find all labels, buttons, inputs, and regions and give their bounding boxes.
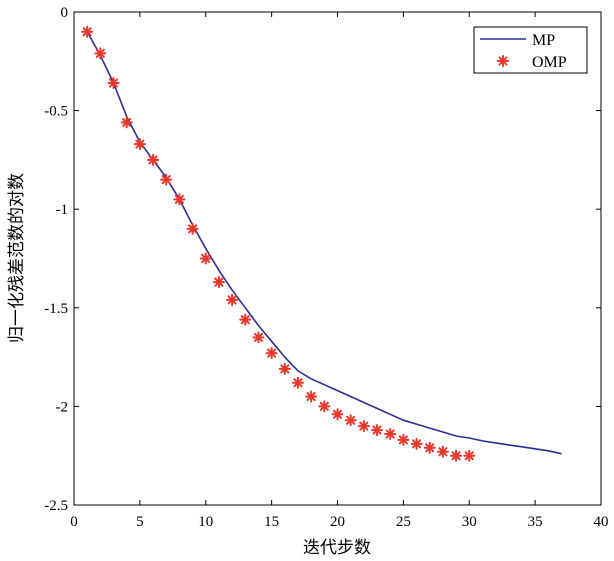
x-tick-label: 20: [330, 514, 345, 530]
x-tick-label: 15: [264, 514, 279, 530]
series-layer: [81, 25, 562, 462]
series-omp-point: [160, 173, 173, 186]
y-tick-label: -0.5: [44, 104, 68, 120]
x-axis-label: 迭代步数: [303, 538, 371, 558]
series-omp-point: [81, 25, 94, 38]
series-omp-point: [423, 441, 436, 454]
series-omp-point: [133, 138, 146, 151]
series-omp-point: [173, 193, 186, 206]
y-axis: 0 -0.5 -1 -1.5 -2 -2.5: [44, 5, 601, 514]
series-omp-point: [384, 428, 397, 441]
legend-omp-star: [497, 55, 509, 67]
series-omp-point: [239, 313, 252, 326]
series-omp-point: [186, 222, 199, 235]
series-omp-point: [265, 347, 278, 360]
legend-mp-label: MP: [532, 32, 555, 49]
plot-area: [73, 11, 602, 506]
x-axis: 0 5 10 15 20 25 30 35 40: [70, 12, 609, 530]
series-omp-point: [199, 252, 212, 265]
y-tick-label: -1: [56, 202, 69, 218]
legend: MP OMP: [473, 26, 588, 74]
legend-omp-label: OMP: [532, 54, 567, 71]
x-tick-label: 5: [136, 514, 144, 530]
y-tick-label: -1.5: [44, 301, 68, 317]
legend-omp-marker: [497, 55, 509, 67]
x-tick-label: 0: [70, 514, 78, 530]
series-omp-point: [278, 362, 291, 375]
series-omp-point: [291, 376, 304, 389]
series-omp-point: [147, 153, 160, 166]
y-tick-label: -2.5: [44, 498, 68, 514]
series-omp-point: [107, 76, 120, 89]
series-omp-point: [344, 414, 357, 427]
series-omp-point: [436, 445, 449, 458]
series-omp-point: [410, 437, 423, 450]
x-tick-label: 35: [528, 514, 543, 530]
series-omp-point: [305, 390, 318, 403]
series-omp-point: [212, 276, 225, 289]
series-omp-point: [331, 408, 344, 421]
x-tick-label: 30: [462, 514, 477, 530]
y-tick-label: -2: [56, 399, 69, 415]
x-tick-label: 40: [594, 514, 609, 530]
series-omp-point: [357, 420, 370, 433]
x-tick-label: 25: [396, 514, 411, 530]
series-omp-point: [463, 449, 476, 462]
y-axis-label: 归一化残差范数的对数: [7, 173, 27, 343]
series-omp-point: [226, 293, 239, 306]
series-omp-point: [371, 424, 384, 437]
series-omp-point: [120, 116, 133, 129]
series-omp-point: [252, 331, 265, 344]
series-omp-point: [318, 400, 331, 413]
x-tick-label: 10: [198, 514, 213, 530]
series-omp-point: [450, 449, 463, 462]
series-omp-point: [397, 433, 410, 446]
series-omp-point: [94, 47, 107, 60]
y-tick-label: 0: [61, 5, 69, 21]
legend-box: [473, 26, 588, 74]
